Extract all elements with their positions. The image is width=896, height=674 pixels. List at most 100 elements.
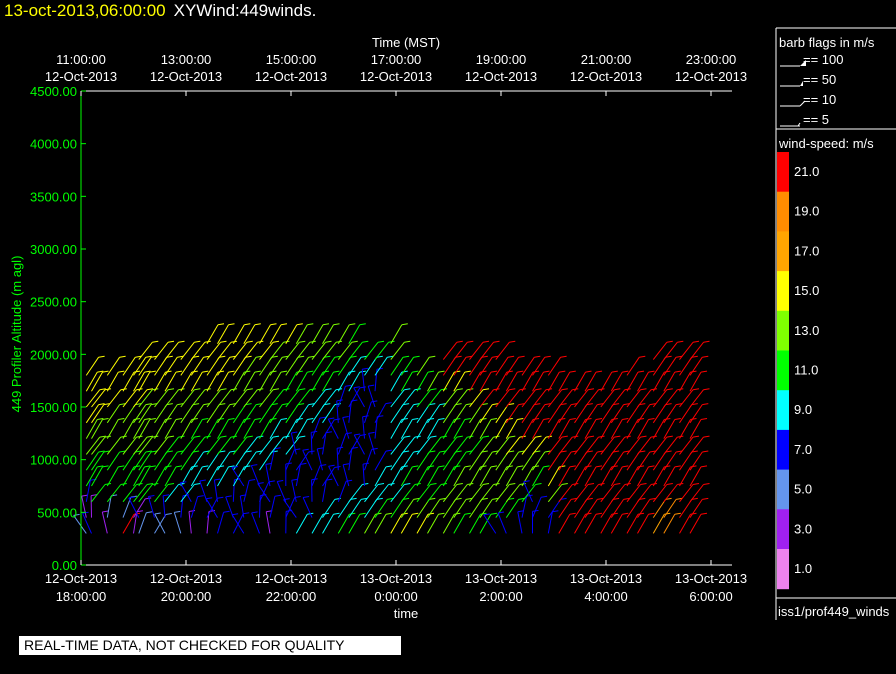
wind-barb <box>679 388 700 408</box>
barb-flag <box>272 435 280 438</box>
barb-staff <box>637 484 652 503</box>
wind-barb <box>243 355 263 376</box>
wind-barb <box>600 403 620 424</box>
barb-staff <box>73 515 87 534</box>
barb-flag <box>167 435 175 438</box>
wind-barb <box>217 403 236 424</box>
barb-staff <box>547 356 562 376</box>
wind-barb <box>154 355 173 376</box>
wind-barb <box>442 512 461 534</box>
barb-flag <box>692 435 700 438</box>
barb-staff <box>243 324 256 345</box>
wind-barb <box>285 496 301 518</box>
wind-barb <box>400 512 419 534</box>
barb-staff <box>610 484 626 503</box>
barb-flag <box>648 465 655 468</box>
barb-flag <box>256 403 263 406</box>
barb-staff <box>353 434 365 455</box>
barb-flag <box>334 355 341 358</box>
barb-staff <box>517 511 523 534</box>
wind-barb <box>336 446 344 471</box>
wind-barb <box>416 370 435 392</box>
wind-barb <box>689 483 710 503</box>
wind-barb <box>348 483 369 503</box>
barb-staff <box>190 389 206 408</box>
wind-barb <box>180 494 190 518</box>
speed-label: 21.0 <box>794 164 819 179</box>
wind-barb <box>521 355 541 376</box>
barb-staff <box>584 389 599 408</box>
barb-flag <box>119 450 126 453</box>
wind-barb <box>291 478 298 502</box>
barb-staff <box>416 419 429 439</box>
barb-flag <box>231 466 238 468</box>
barb-flag <box>299 388 306 391</box>
wind-barb <box>348 512 366 534</box>
barb-staff <box>269 419 282 439</box>
wind-barb <box>154 388 175 408</box>
wind-barb <box>188 510 196 534</box>
barb-flag <box>454 370 461 373</box>
barb-flag <box>700 465 708 468</box>
barb-staff <box>652 514 665 534</box>
barb-staff <box>269 341 284 360</box>
barb-flag <box>232 513 239 516</box>
wind-barb <box>416 355 436 376</box>
barb-staff <box>689 341 704 360</box>
wind-barb <box>353 386 365 408</box>
wind-barb <box>322 512 340 534</box>
wind-barb <box>479 465 498 487</box>
barb-flag <box>690 418 697 420</box>
barb-staff <box>259 371 271 392</box>
wind-barb <box>479 355 499 376</box>
barb-staff <box>600 451 614 471</box>
barb-flag <box>270 323 277 326</box>
barb-staff <box>164 356 178 376</box>
wind-barb <box>390 355 410 376</box>
wind-barb <box>361 367 369 392</box>
barb-flag <box>666 340 673 343</box>
barb-flag <box>585 465 592 468</box>
barb-flag <box>429 450 436 453</box>
barb-flag <box>412 370 419 373</box>
barb-flag <box>703 483 710 485</box>
barb-staff <box>295 356 310 376</box>
barb-flag <box>481 497 488 500</box>
barb-staff <box>532 389 547 408</box>
wind-barb <box>547 355 567 376</box>
barb-flag <box>228 323 235 326</box>
barb-staff <box>479 356 493 376</box>
barb-flag <box>639 450 646 453</box>
barb-staff <box>547 389 563 408</box>
wind-barb <box>180 403 200 424</box>
wind-barb <box>138 403 158 424</box>
barb-flag <box>481 450 488 453</box>
barb-flag <box>166 450 173 453</box>
barb-flag <box>228 418 235 420</box>
barb-flag <box>324 355 331 358</box>
barb-staff <box>497 512 507 534</box>
wind-barb <box>342 416 350 439</box>
barb-staff <box>442 499 457 518</box>
barb-flag <box>703 435 710 438</box>
barb-staff <box>243 451 257 471</box>
wind-barb <box>453 403 473 424</box>
barb-staff <box>180 341 195 360</box>
barb-flag <box>319 416 326 419</box>
barb-flag <box>298 355 305 358</box>
barb-flag <box>401 465 408 468</box>
wind-barb <box>164 370 183 392</box>
barb-flag <box>559 418 566 420</box>
barb-staff <box>637 371 649 392</box>
barb-flag <box>676 450 683 453</box>
barb-flag <box>622 418 629 420</box>
wind-barb <box>353 433 365 455</box>
barb-staff <box>689 356 703 376</box>
wind-barb <box>532 418 550 439</box>
barb-flag <box>541 495 548 498</box>
barb-flag <box>333 323 340 326</box>
barb-staff <box>85 436 101 455</box>
barb-flag <box>586 403 593 406</box>
barb-staff <box>259 495 261 518</box>
wind-barb <box>285 388 306 408</box>
